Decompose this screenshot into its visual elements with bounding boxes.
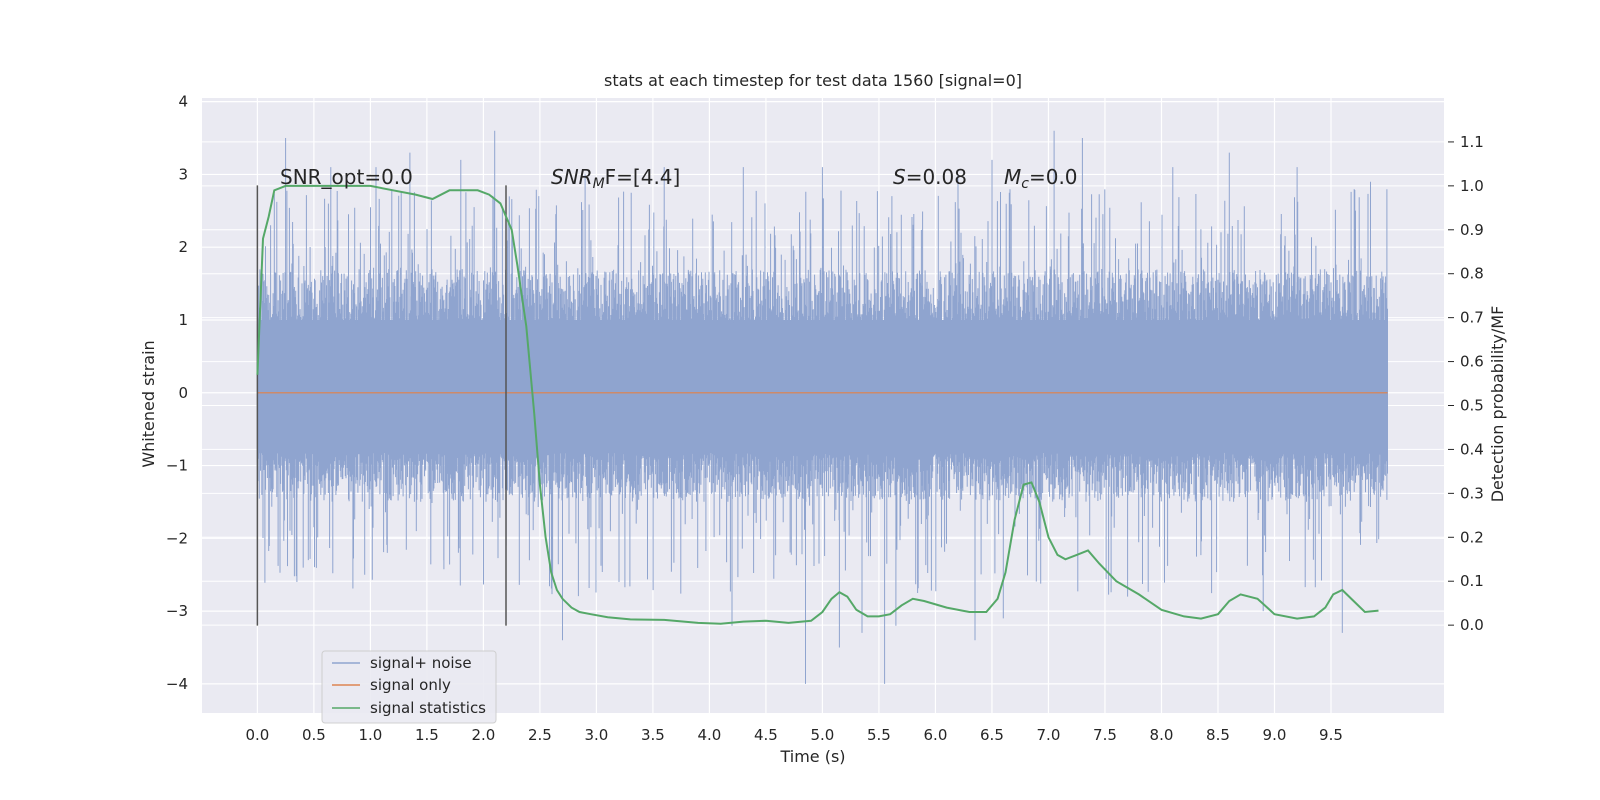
y-right-tick-label: 0.1	[1460, 572, 1484, 590]
x-tick-label: 4.5	[754, 726, 778, 744]
x-tick-label: 7.5	[1093, 726, 1117, 744]
y-left-tick-label: −2	[166, 529, 188, 547]
x-tick-label: 8.5	[1206, 726, 1230, 744]
x-tick-label: 5.0	[811, 726, 835, 744]
series-signal-statistics	[256, 184, 1379, 625]
legend: signal+ noise signal only signal statist…	[321, 650, 497, 724]
annotation-mc-base: M	[1004, 165, 1021, 189]
x-tick-label: 2.5	[528, 726, 552, 744]
x-axis-label: Time (s)	[779, 747, 845, 766]
annotation-snr-mf-rest: F=[4.4]	[605, 165, 681, 189]
x-tick-label: 3.5	[641, 726, 665, 744]
y-left-tick-label: 2	[178, 238, 188, 256]
x-tick-label: 4.0	[697, 726, 721, 744]
annotation-snr-mf-sub: M	[593, 176, 605, 192]
annotation-s-value: =0.08	[906, 165, 967, 189]
y-left-tick-label: −4	[166, 675, 188, 693]
annotation-snr-mf: SNRMF=[4.4]	[551, 165, 680, 192]
y-right-tick-label: 0.2	[1460, 528, 1484, 546]
series-signal-noise	[256, 130, 1388, 684]
y-left-tick-label: −3	[166, 602, 188, 620]
y-left-tick-label: −1	[166, 457, 188, 475]
x-tick-label: 0.0	[245, 726, 269, 744]
y-right-tick-label: 0.9	[1460, 221, 1484, 239]
annotation-mc: Mc=0.0	[1004, 165, 1078, 192]
y-left-tick-label: 1	[178, 311, 188, 329]
x-tick-label: 8.0	[1150, 726, 1174, 744]
x-tick-label: 0.5	[302, 726, 326, 744]
annotation-s: S=0.08	[893, 165, 967, 189]
y-right-tick-label: 0.5	[1460, 397, 1484, 415]
y-right-tick-label: 0.8	[1460, 265, 1484, 283]
legend-label-signal-statistics: signal statistics	[370, 699, 486, 717]
y-axis-label-right: Detection probability/MF	[1488, 306, 1507, 503]
x-tick-label: 5.5	[867, 726, 891, 744]
y-axis-label-left: Whitened strain	[139, 340, 158, 467]
y-right-tick-label: 0.0	[1460, 616, 1484, 634]
annotation-mc-value: =0.0	[1029, 165, 1078, 189]
legend-label-signal-only: signal only	[370, 676, 451, 694]
y-left-tick-label: 0	[178, 384, 188, 402]
x-tick-label: 1.5	[415, 726, 439, 744]
y-right-tick-label: 0.7	[1460, 309, 1484, 327]
chart-title: stats at each timestep for test data 156…	[604, 71, 1022, 90]
y-left-tick-label: 3	[178, 165, 188, 183]
x-tick-label: 3.0	[584, 726, 608, 744]
y-left-tick-label: 4	[178, 93, 188, 111]
y-right-tick-label: 1.1	[1460, 133, 1484, 151]
x-tick-label: 9.0	[1263, 726, 1287, 744]
x-tick-label: 7.0	[1037, 726, 1061, 744]
x-tick-label: 6.0	[924, 726, 948, 744]
y-right-tick-label: 0.3	[1460, 484, 1484, 502]
legend-box	[321, 650, 497, 724]
annotation-mc-sub: c	[1021, 176, 1029, 192]
vertical-markers	[256, 185, 507, 626]
legend-label-signal-noise: signal+ noise	[370, 654, 472, 672]
x-tick-label: 1.0	[358, 726, 382, 744]
y-right-tick-label: 0.4	[1460, 440, 1484, 458]
annotation-s-symbol: S	[893, 165, 906, 189]
statistics-line	[256, 184, 1379, 625]
x-tick-label: 9.5	[1319, 726, 1343, 744]
y-right-tick-label: 1.0	[1460, 177, 1484, 195]
annotation-snr-opt: SNR_opt=0.0	[280, 165, 413, 189]
x-tick-label: 6.5	[980, 726, 1004, 744]
y-right-tick-label: 0.6	[1460, 353, 1484, 371]
annotation-snr-mf-base: SNR	[551, 165, 593, 189]
ticks: 0.0 0.5 1.0 1.5 2.0 2.5 3.0 3.5 4.0 4.5 5.0 5.5 6.0 6…	[166, 93, 1484, 744]
x-tick-label: 2.0	[471, 726, 495, 744]
